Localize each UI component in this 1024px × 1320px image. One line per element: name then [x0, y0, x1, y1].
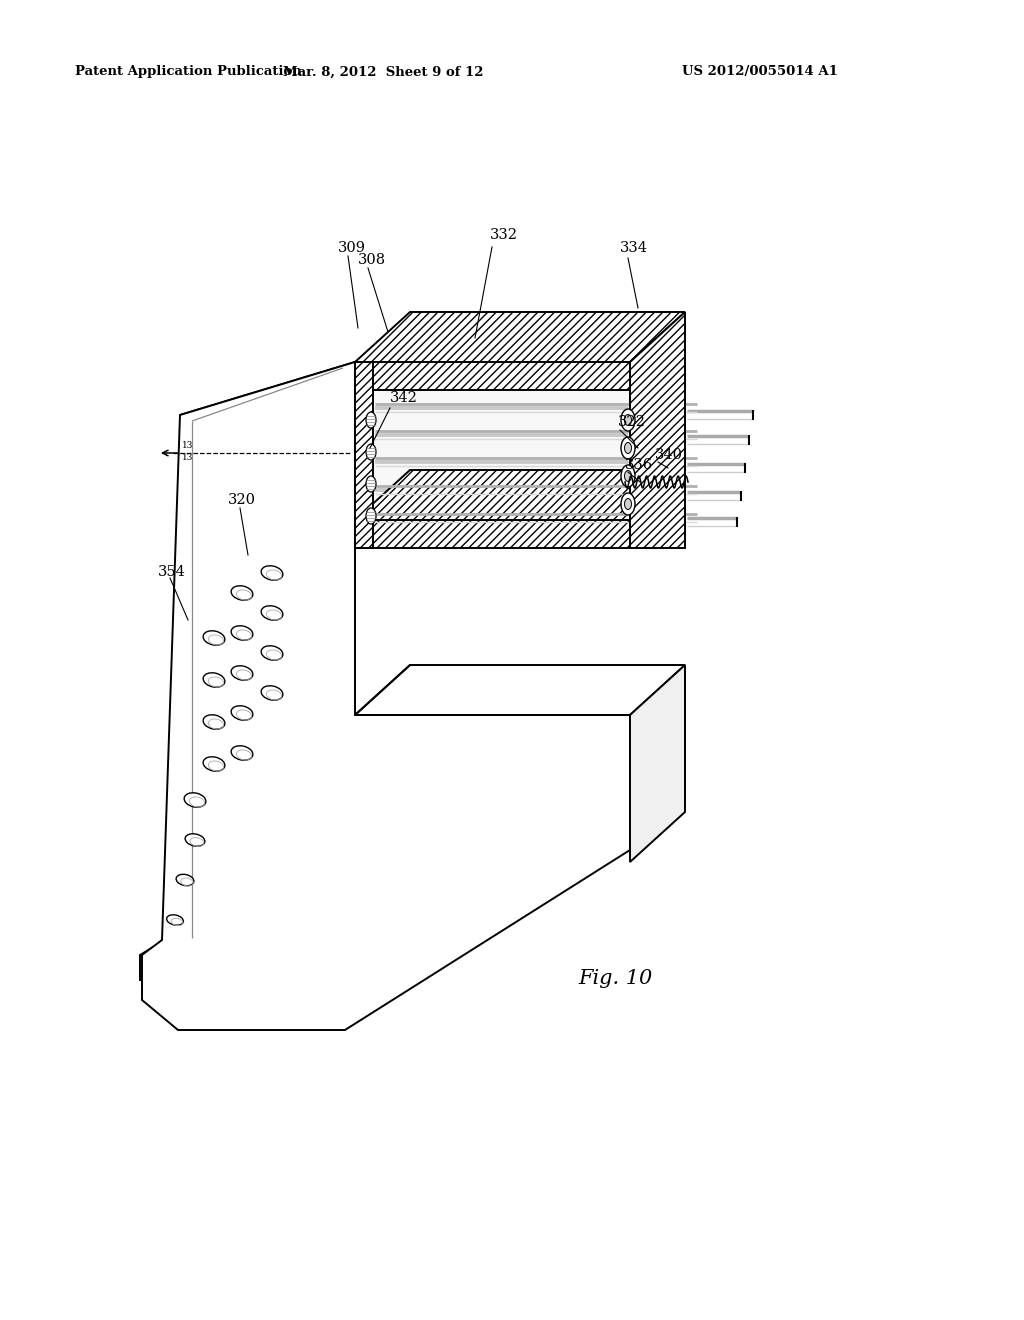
Ellipse shape — [231, 746, 253, 760]
Ellipse shape — [203, 756, 225, 771]
Ellipse shape — [261, 686, 283, 700]
Ellipse shape — [621, 492, 635, 515]
Polygon shape — [630, 665, 685, 850]
Ellipse shape — [621, 465, 635, 487]
Polygon shape — [142, 362, 630, 1030]
Ellipse shape — [621, 437, 635, 459]
Text: 13: 13 — [182, 441, 194, 450]
Ellipse shape — [231, 586, 253, 601]
Ellipse shape — [366, 477, 376, 492]
Polygon shape — [355, 362, 630, 389]
Text: 13: 13 — [182, 454, 194, 462]
Polygon shape — [355, 389, 630, 520]
Ellipse shape — [366, 412, 376, 428]
Ellipse shape — [261, 566, 283, 581]
Ellipse shape — [231, 706, 253, 721]
Ellipse shape — [203, 631, 225, 645]
Ellipse shape — [231, 665, 253, 680]
Text: 334: 334 — [620, 242, 648, 255]
Text: 332: 332 — [490, 228, 518, 242]
Ellipse shape — [167, 915, 183, 925]
Text: 308: 308 — [358, 253, 386, 267]
Polygon shape — [355, 470, 685, 520]
Text: 336: 336 — [625, 458, 653, 473]
Text: US 2012/0055014 A1: US 2012/0055014 A1 — [682, 66, 838, 78]
Ellipse shape — [184, 793, 206, 808]
Ellipse shape — [203, 715, 225, 729]
Text: 354: 354 — [158, 565, 186, 579]
Ellipse shape — [625, 470, 632, 482]
Ellipse shape — [625, 414, 632, 425]
Ellipse shape — [203, 673, 225, 688]
Ellipse shape — [625, 499, 632, 510]
Ellipse shape — [261, 645, 283, 660]
Polygon shape — [140, 362, 355, 979]
Text: 342: 342 — [390, 391, 418, 405]
Ellipse shape — [231, 626, 253, 640]
Polygon shape — [428, 341, 685, 470]
Polygon shape — [355, 520, 630, 548]
Polygon shape — [630, 665, 685, 862]
Polygon shape — [355, 362, 373, 548]
Polygon shape — [355, 665, 685, 715]
Ellipse shape — [185, 834, 205, 846]
Polygon shape — [355, 312, 685, 362]
Ellipse shape — [176, 874, 194, 886]
Text: 322: 322 — [618, 414, 646, 429]
Polygon shape — [630, 312, 685, 548]
Text: 309: 309 — [338, 242, 366, 255]
Text: 320: 320 — [228, 492, 256, 507]
Text: Fig. 10: Fig. 10 — [578, 969, 652, 987]
Ellipse shape — [366, 444, 376, 459]
Text: Mar. 8, 2012  Sheet 9 of 12: Mar. 8, 2012 Sheet 9 of 12 — [283, 66, 483, 78]
Ellipse shape — [366, 508, 376, 524]
Ellipse shape — [625, 442, 632, 454]
Text: Patent Application Publication: Patent Application Publication — [75, 66, 302, 78]
Ellipse shape — [621, 409, 635, 432]
Text: 340: 340 — [655, 447, 683, 462]
Ellipse shape — [261, 606, 283, 620]
